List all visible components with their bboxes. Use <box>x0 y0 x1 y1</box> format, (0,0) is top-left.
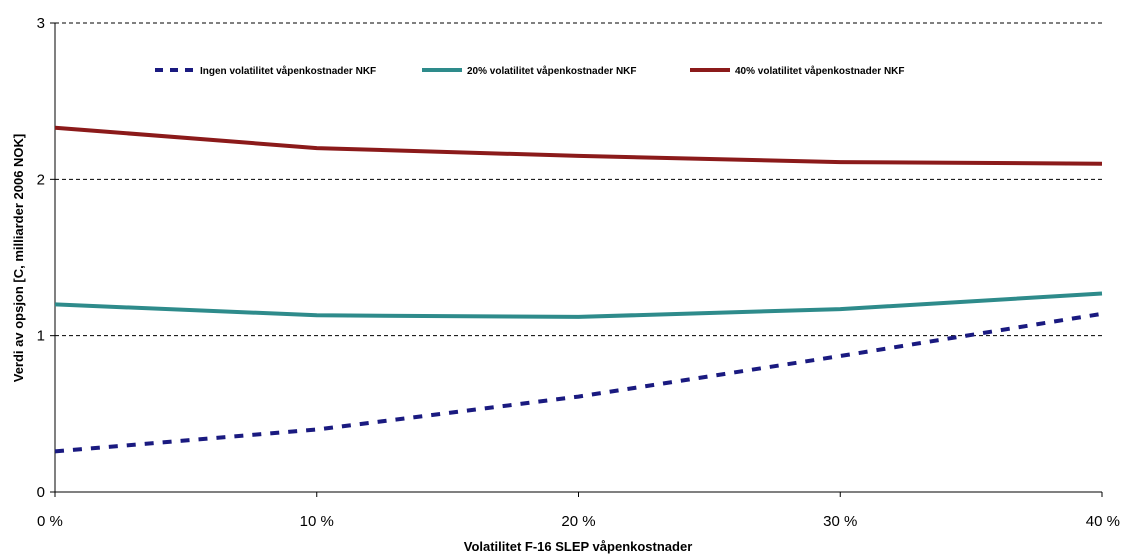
series-line-1 <box>54 291 1103 319</box>
y-tick-label-0: 0 <box>37 484 45 501</box>
x-tick-label-0: 0 % <box>37 513 63 530</box>
legend-label-1: 20% volatilitet våpenkostnader NKF <box>467 65 637 77</box>
y-tick-label-3: 3 <box>37 15 45 32</box>
x-tick-label-4: 40 % <box>1086 513 1120 530</box>
series-lines <box>54 125 1103 454</box>
series-line-2 <box>54 125 1103 166</box>
legend: Ingen volatilitet våpenkostnader NKF 20% … <box>155 65 905 77</box>
legend-label-0: Ingen volatilitet våpenkostnader NKF <box>200 65 376 77</box>
y-tick-label-1: 1 <box>37 328 45 345</box>
legend-label-2: 40% volatilitet våpenkostnader NKF <box>735 65 905 77</box>
y-tick-label-2: 2 <box>37 171 45 188</box>
y-axis-title: Verdi av opsjon [C, milliarder 2006 NOK] <box>11 134 26 383</box>
series-line-0 <box>54 311 1103 454</box>
axes <box>50 22 1103 497</box>
x-tick-label-3: 30 % <box>823 513 857 530</box>
x-axis-title: Volatilitet F-16 SLEP våpenkostnader <box>464 539 693 554</box>
x-tick-label-2: 20 % <box>561 513 595 530</box>
x-tick-label-1: 10 % <box>300 513 334 530</box>
